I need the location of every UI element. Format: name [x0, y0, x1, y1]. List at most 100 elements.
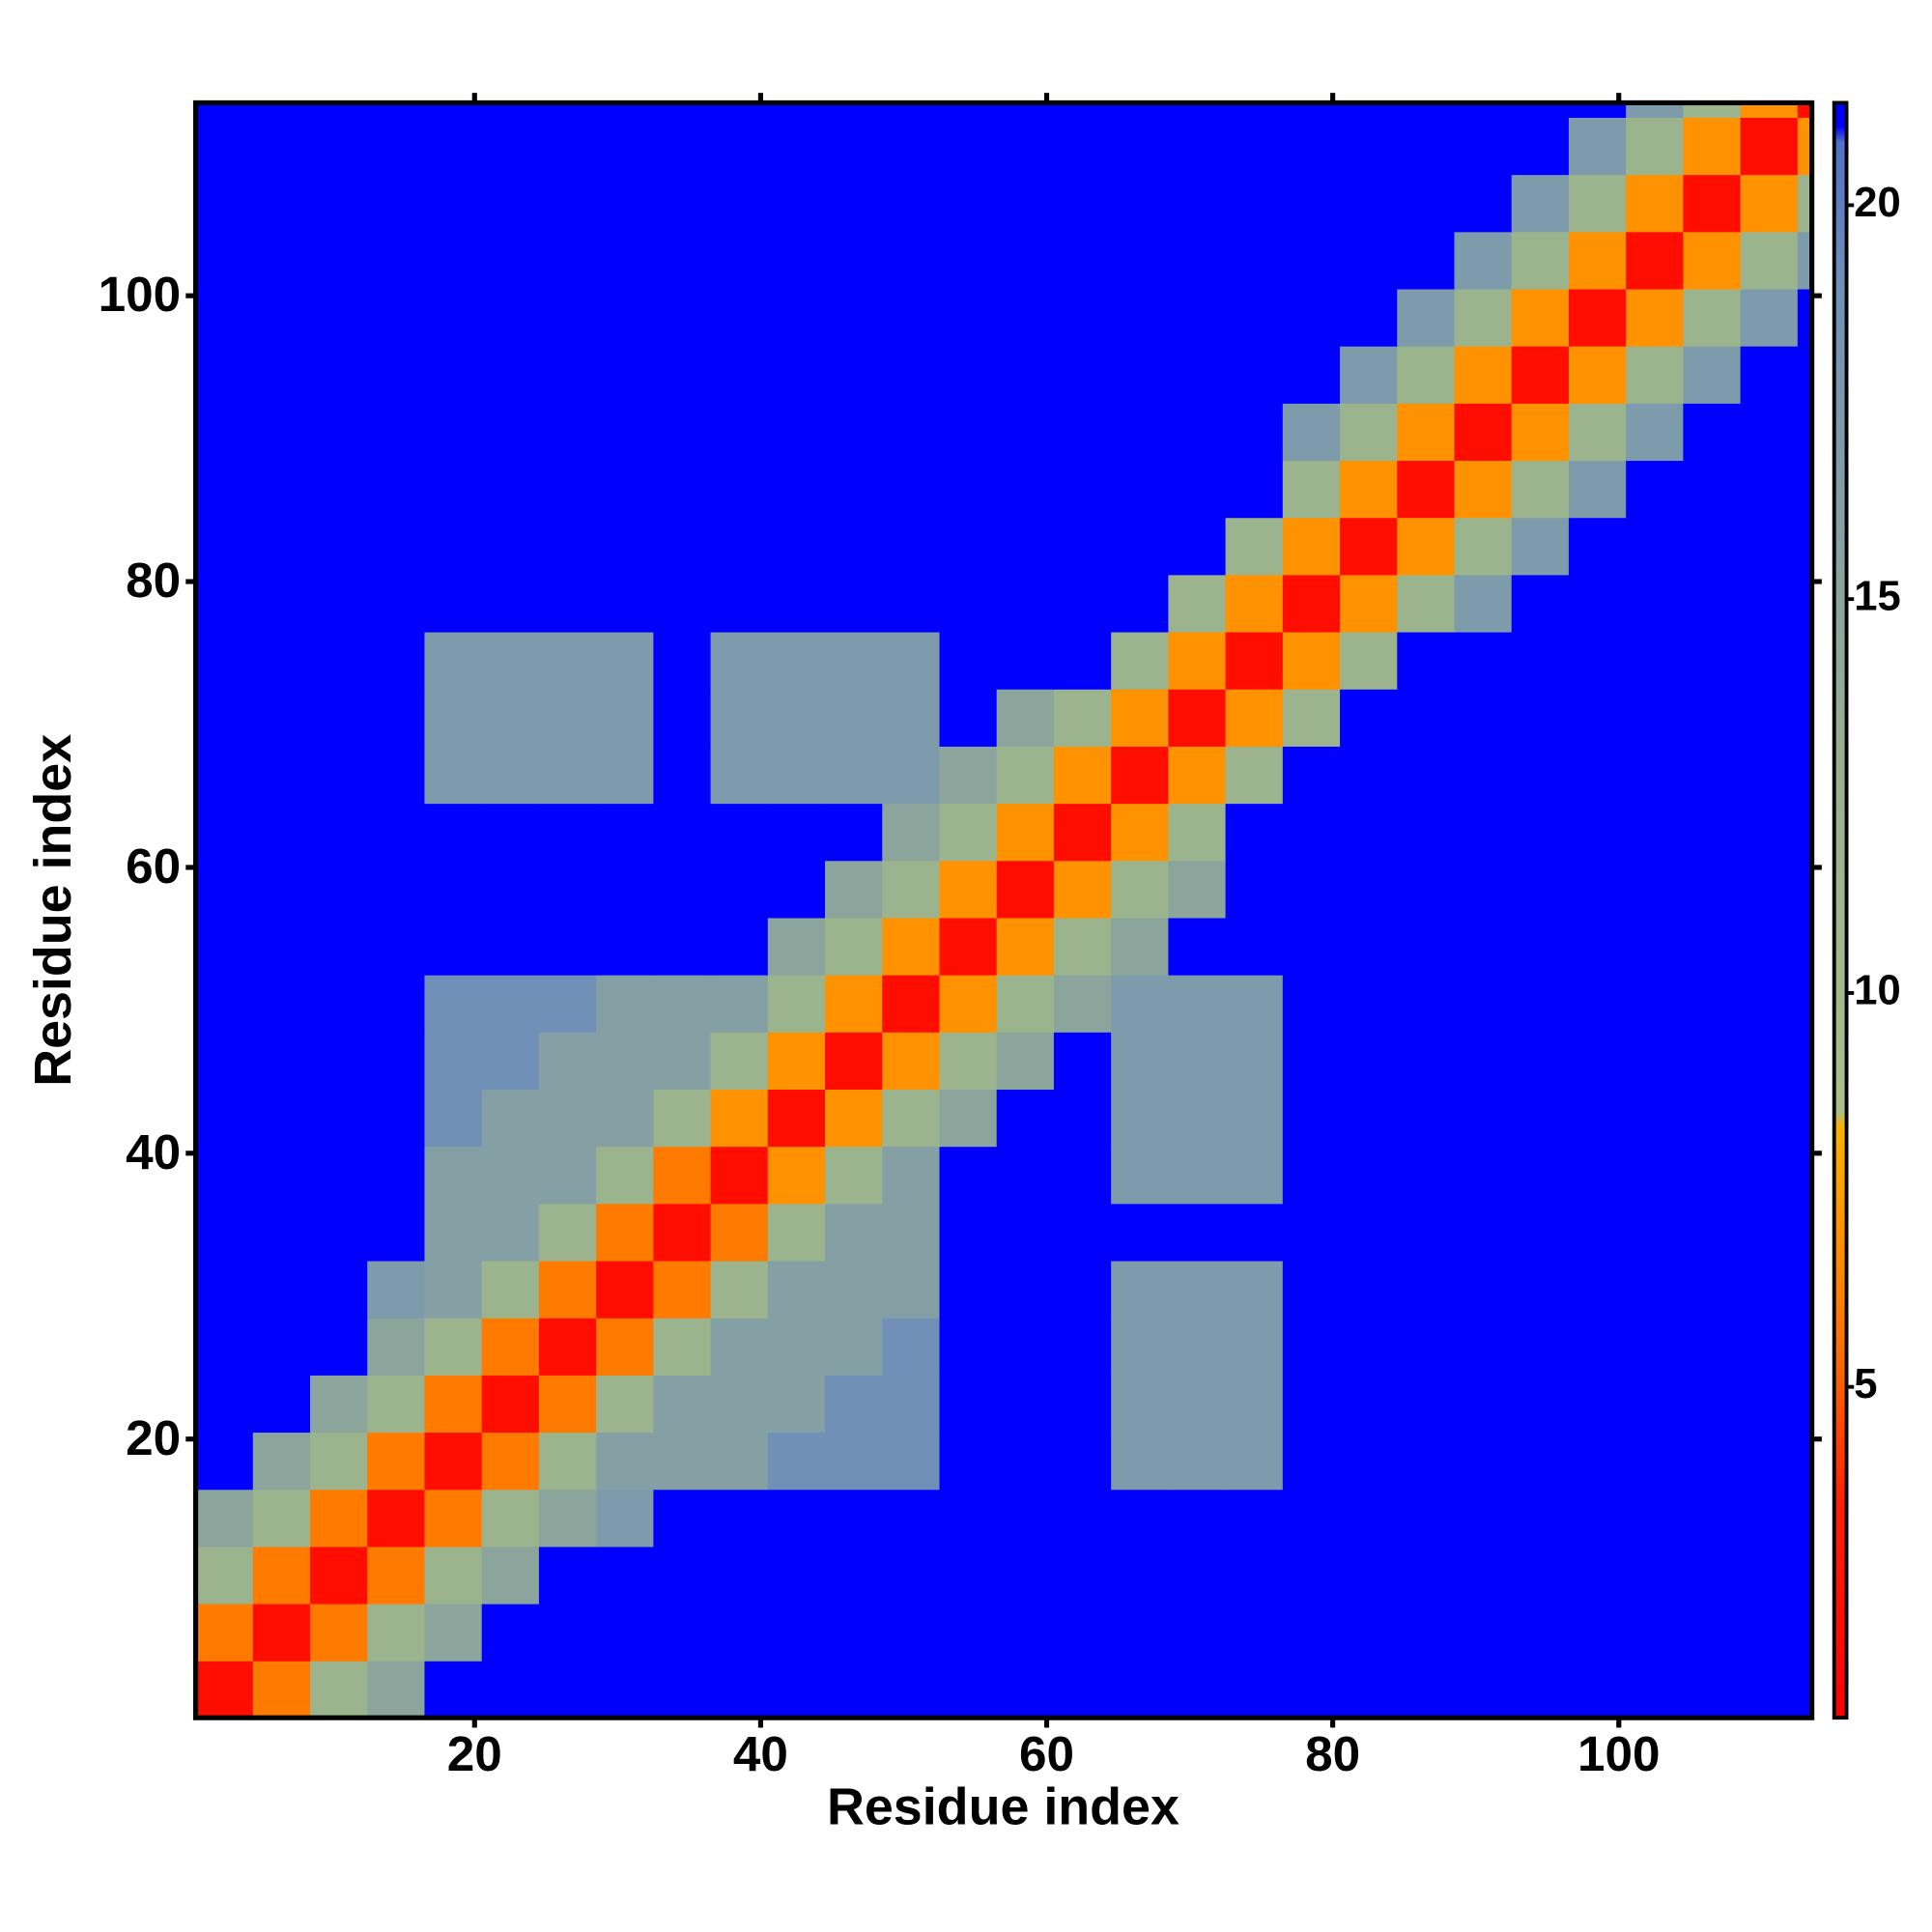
- heatmap-cell: [653, 1032, 712, 1091]
- heatmap-cell: [195, 1661, 254, 1719]
- heatmap-cell: [939, 460, 998, 519]
- heatmap-cell: [939, 345, 998, 404]
- heatmap-cell: [653, 1603, 712, 1662]
- heatmap-cell: [825, 1260, 884, 1319]
- heatmap-cell: [767, 1203, 826, 1262]
- heatmap-cell: [939, 860, 998, 919]
- heatmap-cell: [424, 1546, 483, 1605]
- heatmap-cell: [481, 1317, 540, 1376]
- heatmap-cell: [1797, 1375, 1813, 1434]
- heatmap-cell: [653, 1203, 712, 1262]
- heatmap-cell: [424, 1489, 483, 1548]
- heatmap-cell: [367, 803, 426, 862]
- heatmap-cell: [1683, 1489, 1742, 1548]
- heatmap-cell: [710, 974, 769, 1033]
- heatmap-cell: [939, 1203, 998, 1262]
- heatmap-cell: [424, 746, 483, 805]
- heatmap-cell: [538, 1146, 597, 1205]
- heatmap-cell: [1511, 1603, 1570, 1662]
- heatmap-cell: [367, 1146, 426, 1205]
- heatmap-cell: [1053, 917, 1112, 976]
- heatmap-cell: [424, 174, 483, 233]
- heatmap-cell: [424, 860, 483, 919]
- heatmap-cell: [996, 631, 1055, 690]
- heatmap-cell: [1626, 1661, 1685, 1719]
- heatmap-cell: [767, 1546, 826, 1605]
- heatmap-cell: [1397, 1489, 1456, 1548]
- heatmap-cell: [1397, 174, 1456, 233]
- heatmap-cell: [424, 1260, 483, 1319]
- heatmap-cell: [1797, 231, 1813, 290]
- heatmap-cell: [767, 1603, 826, 1662]
- heatmap-cell: [767, 174, 826, 233]
- heatmap-cell: [1168, 1146, 1227, 1205]
- heatmap-cell: [252, 574, 311, 633]
- heatmap-cell: [1282, 1661, 1341, 1719]
- heatmap-cell: [1511, 117, 1570, 176]
- heatmap-cell: [882, 1375, 941, 1434]
- heatmap-cell: [367, 1432, 426, 1491]
- heatmap-cell: [424, 1603, 483, 1662]
- heatmap-cell: [1340, 403, 1399, 462]
- heatmap-cell: [538, 574, 597, 633]
- heatmap-cell: [1282, 1375, 1341, 1434]
- heatmap-cell: [1397, 1260, 1456, 1319]
- heatmap-cell: [367, 1089, 426, 1148]
- heatmap-cell: [1568, 403, 1627, 462]
- heatmap-cell: [1225, 688, 1284, 747]
- heatmap-cell: [1511, 974, 1570, 1033]
- heatmap-cell: [1740, 231, 1799, 290]
- heatmap-cell: [1168, 1203, 1227, 1262]
- heatmap-cell: [1740, 860, 1799, 919]
- y-tick-label: 60: [126, 838, 181, 894]
- heatmap-cell: [252, 403, 311, 462]
- heatmap-cell: [1454, 917, 1513, 976]
- heatmap-cell: [767, 117, 826, 176]
- heatmap-cell: [1397, 345, 1456, 404]
- heatmap-cell: [1740, 917, 1799, 976]
- heatmap-cell: [538, 1546, 597, 1605]
- heatmap-cell: [1225, 231, 1284, 290]
- heatmap-cell: [1053, 1546, 1112, 1605]
- heatmap-cell: [424, 1203, 483, 1262]
- heatmap-cell: [1111, 803, 1170, 862]
- heatmap-cell: [481, 1032, 540, 1091]
- heatmap-cell: [538, 1317, 597, 1376]
- heatmap-cell: [252, 1260, 311, 1319]
- heatmap-cell: [1225, 1203, 1284, 1262]
- heatmap-cell: [310, 1032, 369, 1091]
- heatmap-cell: [710, 102, 769, 118]
- heatmap-cell: [1053, 460, 1112, 519]
- heatmap-cell: [1454, 1546, 1513, 1605]
- heatmap-cell: [310, 1089, 369, 1148]
- heatmap-cell: [481, 803, 540, 862]
- heatmap-cell: [1168, 917, 1227, 976]
- heatmap-cell: [1740, 1603, 1799, 1662]
- heatmap-cell: [1797, 117, 1813, 176]
- heatmap-cell: [1740, 1375, 1799, 1434]
- heatmap-cell: [1454, 803, 1513, 862]
- heatmap-cell: [481, 102, 540, 118]
- heatmap-cell: [310, 1317, 369, 1376]
- heatmap-cell: [1511, 917, 1570, 976]
- heatmap-cell: [1340, 517, 1399, 576]
- heatmap-cell: [767, 860, 826, 919]
- heatmap-cell: [1053, 688, 1112, 747]
- heatmap-cell: [1797, 102, 1813, 118]
- heatmap-cell: [1454, 117, 1513, 176]
- heatmap-cell: [882, 803, 941, 862]
- heatmap-cell: [1340, 1317, 1399, 1376]
- heatmap-cell: [252, 746, 311, 805]
- heatmap-cell: [653, 288, 712, 347]
- heatmap-cell: [1225, 288, 1284, 347]
- heatmap-cell: [939, 1089, 998, 1148]
- heatmap-cell: [996, 117, 1055, 176]
- heatmap-cell: [1111, 688, 1170, 747]
- heatmap-cell: [1568, 1089, 1627, 1148]
- heatmap-cell: [252, 460, 311, 519]
- heatmap-cell: [538, 460, 597, 519]
- heatmap-cell: [825, 1603, 884, 1662]
- heatmap-cell: [538, 517, 597, 576]
- heatmap-cell: [1683, 574, 1742, 633]
- heatmap-cell: [939, 1432, 998, 1491]
